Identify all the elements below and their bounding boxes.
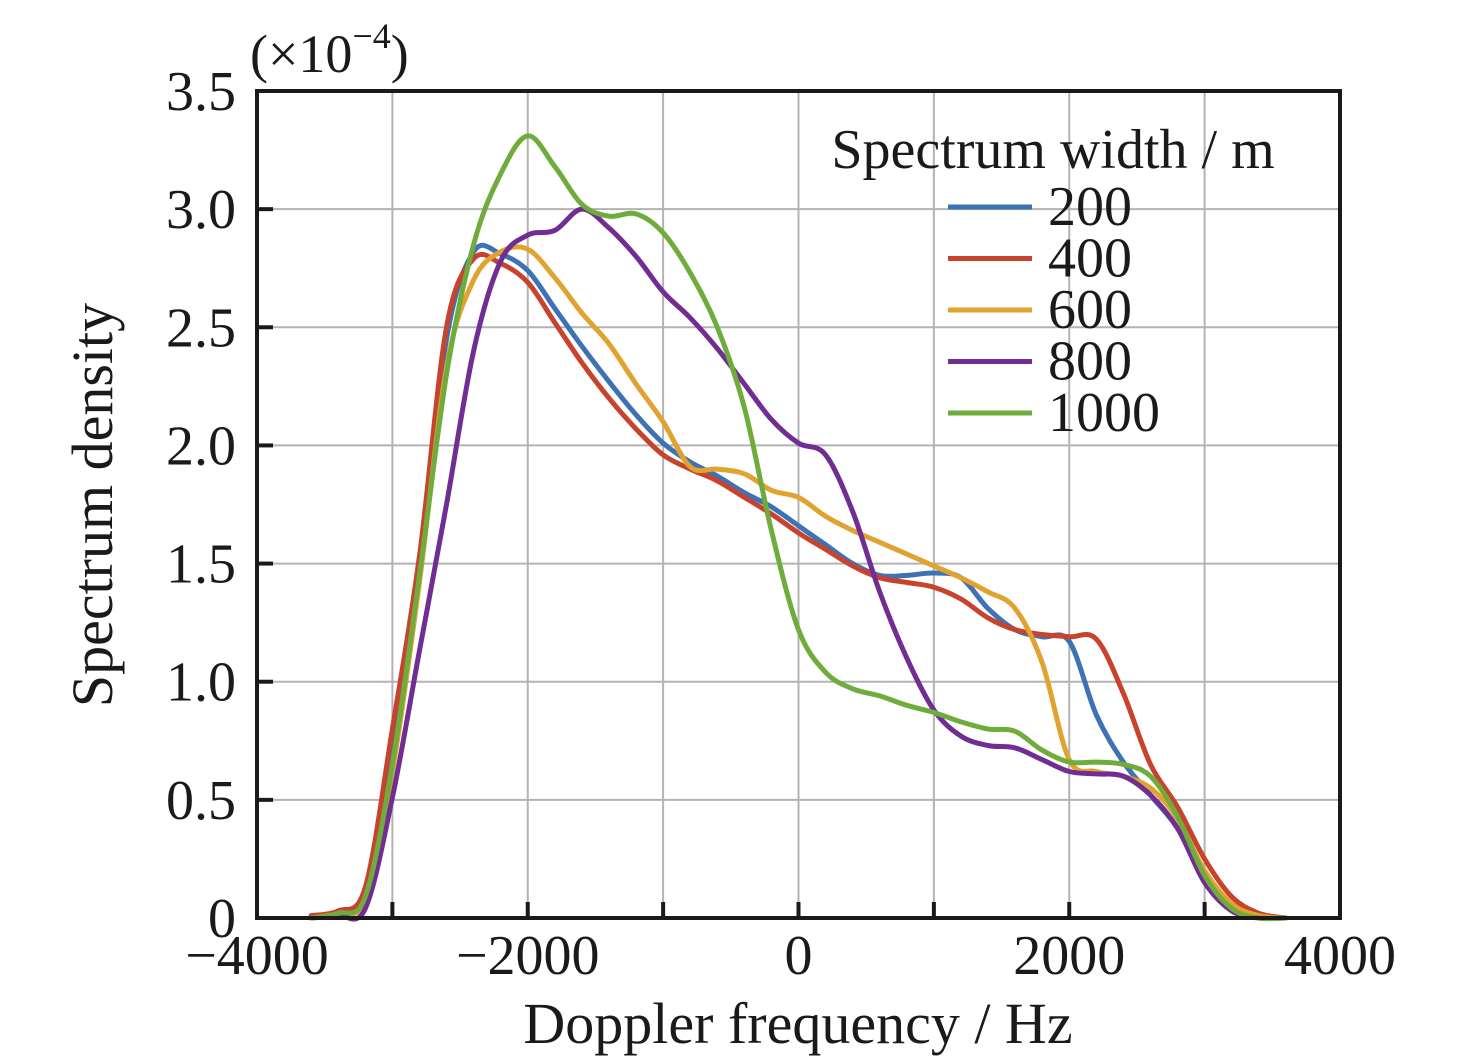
y-tick-label: 0 xyxy=(208,888,236,950)
y-tick-label: 3.5 xyxy=(166,61,236,123)
y-tick-label: 2.5 xyxy=(166,297,236,359)
x-tick-label: −2000 xyxy=(456,925,600,987)
legend-title: Spectrum width / m xyxy=(831,119,1274,181)
legend: Spectrum width / m 200 400 600 800 1000 xyxy=(831,119,1274,444)
curve-spectrum-width-1000 xyxy=(308,133,1289,922)
x-tick-label: 2000 xyxy=(1013,925,1125,987)
legend-label-800: 800 xyxy=(1048,331,1132,393)
y-tick-label: 1.0 xyxy=(166,652,236,714)
x-axis-title: Doppler frequency / Hz xyxy=(523,991,1072,1056)
grid-layer xyxy=(257,91,1340,918)
legend-label-1000: 1000 xyxy=(1048,382,1160,444)
x-tick-label: 0 xyxy=(785,925,813,987)
curve-spectrum-width-400 xyxy=(308,251,1289,921)
tick-layer xyxy=(257,207,1207,918)
legend-label-200: 200 xyxy=(1048,176,1132,238)
tick-label-layer: −4000 −2000 0 2000 4000 0 0.5 1.0 1.5 2.0 2.5 3.0 3.… xyxy=(166,61,1396,987)
y-tick-label: 2.0 xyxy=(166,415,236,477)
y-axis-offset-label: (×10−4) xyxy=(250,16,409,84)
y-axis-title: Spectrum density xyxy=(60,303,125,707)
legend-label-600: 600 xyxy=(1048,279,1132,341)
legend-label-400: 400 xyxy=(1048,228,1132,290)
curve-spectrum-width-800 xyxy=(308,206,1289,922)
x-tick-label: −4000 xyxy=(185,925,329,987)
y-tick-label: 3.0 xyxy=(166,179,236,241)
y-tick-label: 0.5 xyxy=(166,770,236,832)
x-tick-label: 4000 xyxy=(1284,925,1396,987)
curve-layer xyxy=(308,133,1289,922)
y-tick-label: 1.5 xyxy=(166,534,236,596)
